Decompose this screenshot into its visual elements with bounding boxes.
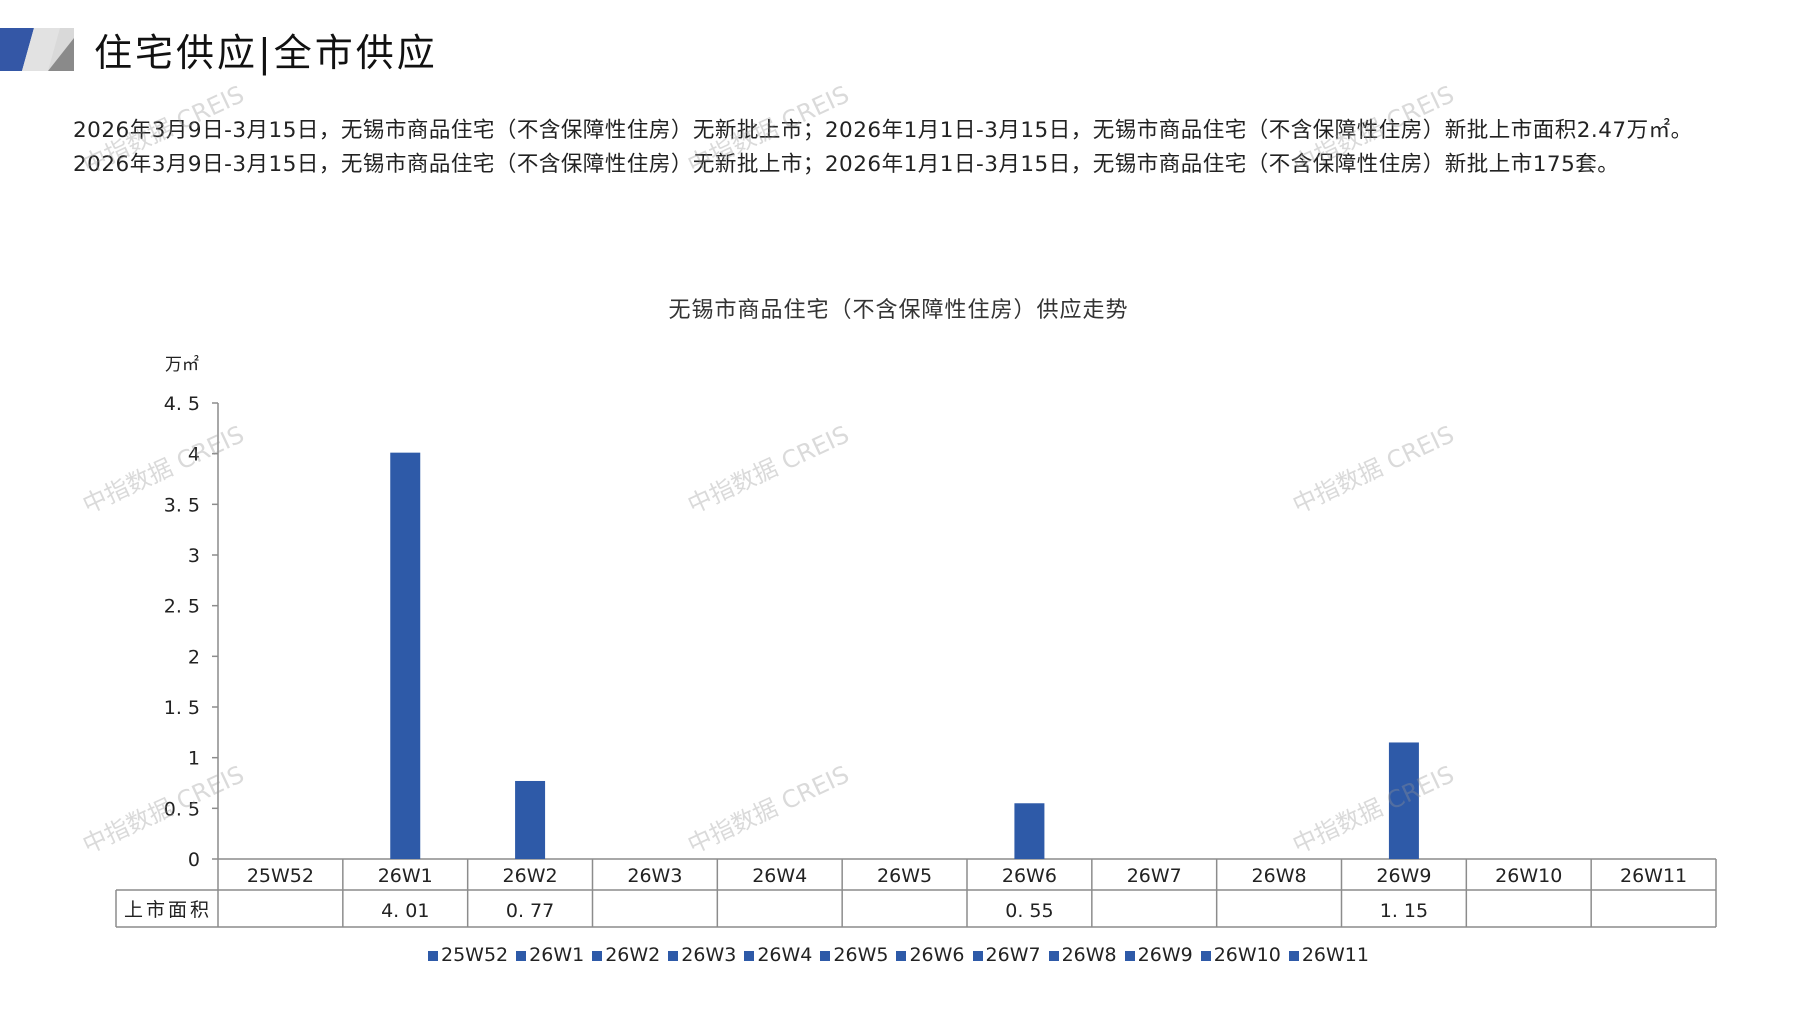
- legend-label: 26W4: [757, 944, 813, 966]
- legend-item: 26W9: [1124, 944, 1193, 966]
- legend-label: 26W7: [985, 944, 1041, 966]
- bar: [1388, 742, 1419, 859]
- legend-label: 26W11: [1301, 944, 1369, 966]
- x-tick-label: 26W7: [1127, 865, 1182, 887]
- bar: [1014, 803, 1045, 859]
- legend-label: 26W9: [1137, 944, 1193, 966]
- legend-item: 25W52: [428, 944, 508, 966]
- y-tick-label: 0. 5: [164, 798, 200, 820]
- x-tick-label: 26W6: [1002, 865, 1057, 887]
- y-tick-label: 0: [188, 849, 200, 871]
- y-tick-label: 2: [188, 646, 200, 668]
- legend-label: 26W5: [833, 944, 889, 966]
- legend-swatch: [896, 951, 907, 961]
- legend-label: 26W1: [529, 944, 585, 966]
- legend-item: 26W2: [592, 944, 660, 966]
- legend-swatch: [1124, 951, 1135, 961]
- legend-label: 26W8: [1061, 944, 1117, 966]
- x-tick-label: 26W8: [1252, 865, 1307, 887]
- legend-label: 26W6: [909, 944, 965, 966]
- legend-item: 26W11: [1288, 944, 1369, 966]
- legend-item: 26W4: [744, 944, 812, 966]
- brand-logo: [0, 28, 74, 71]
- x-tick-label: 26W2: [503, 865, 558, 887]
- table-row-label: 上市面积: [124, 899, 212, 921]
- legend-item: 26W8: [1048, 944, 1117, 966]
- chart-legend: 25W52 26W1 26W2 26W3 26W4 26W5 26W6 26W7 26W8 26W…: [0, 944, 1797, 966]
- table-value: 0. 77: [506, 900, 554, 922]
- bar: [515, 780, 546, 859]
- legend-swatch: [592, 951, 603, 961]
- table-value: 4. 01: [381, 900, 429, 922]
- y-tick-label: 4. 5: [164, 393, 200, 415]
- x-tick-label: 26W11: [1620, 865, 1687, 887]
- legend-label: 26W2: [605, 944, 661, 966]
- legend-swatch: [1200, 951, 1211, 961]
- x-tick-label: 26W9: [1376, 865, 1431, 887]
- legend-item: 26W10: [1200, 944, 1281, 966]
- legend-swatch: [972, 951, 983, 961]
- legend-swatch: [1288, 951, 1299, 961]
- y-tick-label: 2. 5: [164, 596, 200, 618]
- x-tick-label: 26W10: [1495, 865, 1562, 887]
- y-tick-label: 3. 5: [164, 494, 200, 516]
- legend-item: 26W6: [896, 944, 965, 966]
- legend-label: 25W52: [441, 944, 509, 966]
- legend-swatch: [744, 951, 755, 961]
- table-value: 0. 55: [1005, 900, 1053, 922]
- legend-label: 26W10: [1213, 944, 1281, 966]
- legend-item: 26W1: [516, 944, 584, 966]
- chart-title: 无锡市商品住宅（不含保障性住房）供应走势: [668, 298, 1129, 323]
- legend-label: 26W3: [681, 944, 737, 966]
- legend-swatch: [516, 951, 527, 961]
- legend-swatch: [428, 951, 438, 961]
- legend-swatch: [1048, 951, 1059, 961]
- legend-item: 26W3: [668, 944, 736, 966]
- summary-text: 2026年3月9日-3月15日，无锡市商品住宅（不含保障性住房）无新批上市；20…: [73, 118, 1693, 177]
- x-tick-label: 26W5: [877, 865, 932, 887]
- y-tick-label: 1: [188, 748, 200, 770]
- x-tick-label: 26W3: [627, 865, 682, 887]
- legend-item: 26W5: [820, 944, 888, 966]
- table-value: 1. 15: [1380, 900, 1428, 922]
- x-tick-label: 26W4: [752, 865, 807, 887]
- y-tick-label: 1. 5: [164, 697, 200, 719]
- legend-swatch: [668, 951, 679, 961]
- legend-item: 26W7: [972, 944, 1041, 966]
- x-tick-label: 25W52: [247, 865, 314, 887]
- y-tick-label: 3: [188, 545, 200, 567]
- y-tick-label: 4: [188, 444, 200, 466]
- x-tick-label: 26W1: [378, 865, 433, 887]
- page-title: 住宅供应|全市供应: [94, 31, 438, 75]
- y-axis-unit: 万㎡: [165, 355, 199, 375]
- bar: [390, 452, 421, 859]
- legend-swatch: [820, 951, 831, 961]
